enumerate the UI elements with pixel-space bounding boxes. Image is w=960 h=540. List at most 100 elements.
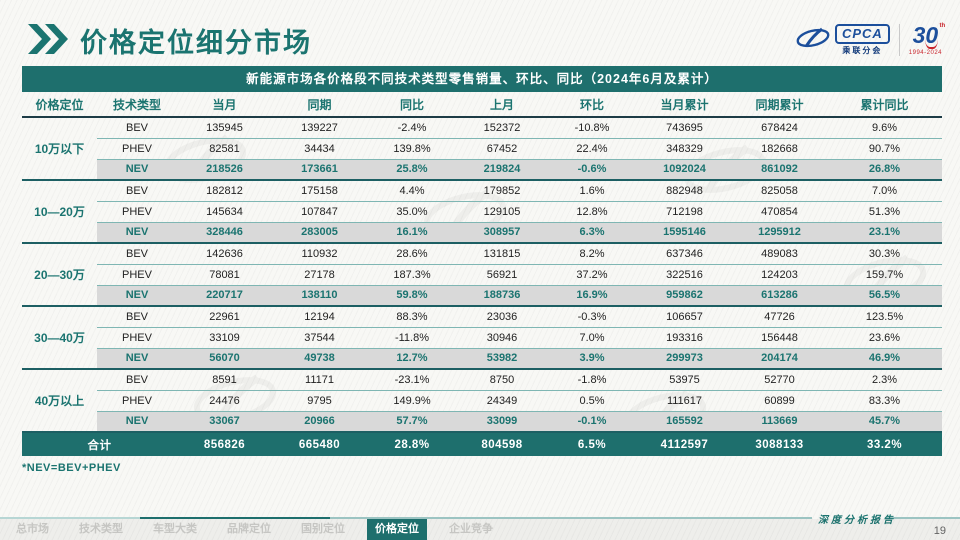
tech-type-cell: BEV xyxy=(97,243,177,265)
page-title: 价格定位细分市场 xyxy=(80,27,312,58)
cpca-logo: CPCA 乘联分会 xyxy=(795,24,890,56)
nav-item-车型大类[interactable]: 车型大类 xyxy=(153,523,197,535)
data-cell: -10.8% xyxy=(547,117,637,139)
nav-item-企业竞争[interactable]: 企业竞争 xyxy=(449,523,493,535)
tech-type-cell: BEV xyxy=(97,117,177,139)
data-cell: 37.2% xyxy=(547,264,637,286)
data-cell: 12.8% xyxy=(547,201,637,223)
data-cell: 33099 xyxy=(457,411,547,433)
data-cell: 34434 xyxy=(272,138,367,160)
data-cell: 149.9% xyxy=(367,390,457,412)
data-cell: 56.5% xyxy=(827,285,942,307)
data-cell: 47726 xyxy=(732,306,827,328)
data-cell: 83.3% xyxy=(827,390,942,412)
table-row: 10万以下 BEV 135945 139227 -2.4% 152372 -10.8% 743… xyxy=(22,117,942,181)
data-cell: 16.9% xyxy=(547,285,637,307)
data-cell: 1.6% xyxy=(547,180,637,202)
section-navbar: 总市场 技术类型 车型大类 品牌定位 国别定位 价格定位 企业竞争 xyxy=(0,519,960,540)
cpca-subtitle: 乘联分会 xyxy=(842,46,883,55)
data-cell: 7.0% xyxy=(827,180,942,202)
total-cell: 4112597 xyxy=(637,432,732,456)
nav-item-品牌定位[interactable]: 品牌定位 xyxy=(227,523,271,535)
data-cell: 613286 xyxy=(732,285,827,307)
data-cell: 90.7% xyxy=(827,138,942,160)
data-cell: 106657 xyxy=(637,306,732,328)
tech-type-cell: NEV xyxy=(97,159,177,181)
data-cell: 959862 xyxy=(637,285,732,307)
column-header: 同比 xyxy=(367,92,457,118)
data-cell: 53975 xyxy=(637,369,732,391)
column-header-row: 价格定位 技术类型 当月 同期 同比 上月 环比 当月累计 同期累计 累计同比 xyxy=(22,92,942,118)
data-cell: 23036 xyxy=(457,306,547,328)
total-cell: 665480 xyxy=(272,432,367,456)
data-cell: 22961 xyxy=(177,306,272,328)
table-row: PHEV 24476 9795 149.9% 24349 0.5% 111617 60899 8… xyxy=(22,390,942,412)
tech-type-cell: BEV xyxy=(97,306,177,328)
data-cell: 131815 xyxy=(457,243,547,265)
data-cell: 0.5% xyxy=(547,390,637,412)
data-cell: 139227 xyxy=(272,117,367,139)
data-cell: 219824 xyxy=(457,159,547,181)
data-cell: 135945 xyxy=(177,117,272,139)
data-cell: 45.7% xyxy=(827,411,942,433)
nav-item-国别定位[interactable]: 国别定位 xyxy=(301,523,345,535)
column-header: 技术类型 xyxy=(97,92,177,118)
tech-type-cell: NEV xyxy=(97,222,177,244)
data-cell: 52770 xyxy=(732,369,827,391)
tech-type-cell: PHEV xyxy=(97,390,177,412)
table-row: PHEV 33109 37544 -11.8% 30946 7.0% 193316 15644… xyxy=(22,327,942,349)
price-segment-label: 10—20万 xyxy=(22,180,97,244)
table-row: 30—40万 BEV 22961 12194 88.3% 23036 -0.3% 106657… xyxy=(22,306,942,370)
data-cell: -0.3% xyxy=(547,306,637,328)
data-cell: 1595146 xyxy=(637,222,732,244)
column-header: 上月 xyxy=(457,92,547,118)
data-cell: 24476 xyxy=(177,390,272,412)
data-cell: 138110 xyxy=(272,285,367,307)
data-cell: 82581 xyxy=(177,138,272,160)
nav-item-价格定位[interactable]: 价格定位 xyxy=(367,519,427,540)
data-cell: 142636 xyxy=(177,243,272,265)
data-cell: 28.6% xyxy=(367,243,457,265)
nav-item-技术类型[interactable]: 技术类型 xyxy=(79,523,123,535)
data-cell: 8.2% xyxy=(547,243,637,265)
data-cell: 637346 xyxy=(637,243,732,265)
data-cell: 165592 xyxy=(637,411,732,433)
data-cell: 825058 xyxy=(732,180,827,202)
data-cell: 8591 xyxy=(177,369,272,391)
total-cell: 33.2% xyxy=(827,432,942,456)
data-cell: 173661 xyxy=(272,159,367,181)
data-cell: 175158 xyxy=(272,180,367,202)
total-row: 合计 856826 665480 28.8% 804598 6.5% 4112597 3088… xyxy=(22,432,942,456)
data-cell: 25.8% xyxy=(367,159,457,181)
nav-item-总市场[interactable]: 总市场 xyxy=(16,523,49,535)
table-row: PHEV 145634 107847 35.0% 129105 12.8% 712198 47… xyxy=(22,201,942,223)
data-cell: 152372 xyxy=(457,117,547,139)
data-cell: 129105 xyxy=(457,201,547,223)
data-cell: 67452 xyxy=(457,138,547,160)
table-row: 40万以上 BEV 8591 11171 -23.1% 8750 -1.8% 53975 527… xyxy=(22,369,942,433)
column-header: 同期累计 xyxy=(732,92,827,118)
data-cell: 712198 xyxy=(637,201,732,223)
data-cell: 22.4% xyxy=(547,138,637,160)
table-title: 新能源市场各价格段不同技术类型零售销量、环比、同比（2024年6月及累计） xyxy=(22,66,942,92)
double-chevron-icon xyxy=(28,23,70,59)
data-cell: 7.0% xyxy=(547,327,637,349)
data-cell: 57.7% xyxy=(367,411,457,433)
data-cell: -1.8% xyxy=(547,369,637,391)
data-cell: 30946 xyxy=(457,327,547,349)
page-number: 19 xyxy=(933,525,946,537)
table-row: NEV 328446 283005 16.1% 308957 6.3% 1595146 129… xyxy=(22,222,942,244)
total-cell: 28.8% xyxy=(367,432,457,456)
data-cell: 26.8% xyxy=(827,159,942,181)
data-cell: 678424 xyxy=(732,117,827,139)
data-cell: 11171 xyxy=(272,369,367,391)
data-cell: -2.4% xyxy=(367,117,457,139)
logo-divider xyxy=(898,24,900,56)
data-cell: 2.3% xyxy=(827,369,942,391)
report-type-label: 深度分析报告 xyxy=(818,515,896,526)
tech-type-cell: PHEV xyxy=(97,264,177,286)
data-cell: 113669 xyxy=(732,411,827,433)
table-row: NEV 220717 138110 59.8% 188736 16.9% 959862 613… xyxy=(22,285,942,307)
